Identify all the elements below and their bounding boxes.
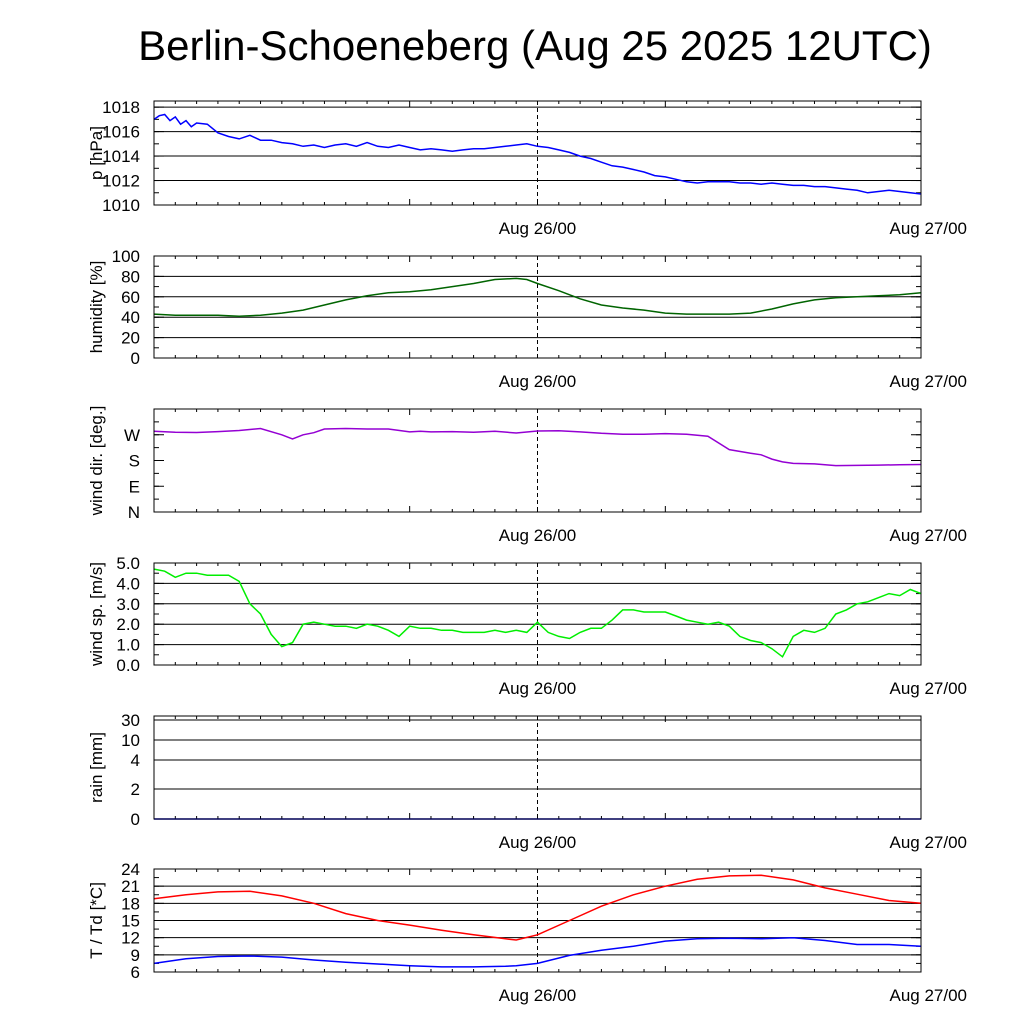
series-line [153,874,922,941]
y-tick-label: 21 [121,877,140,896]
y-tick-label: 30 [121,711,140,730]
x-tick-label: Aug 26/00 [499,219,577,238]
y-tick-label: 3.0 [116,595,140,614]
x-tick-label: Aug 27/00 [889,833,967,852]
y-tick-label: 24 [121,860,140,879]
y-tick-label: 1012 [102,172,140,191]
y-tick-label: 0 [131,349,140,368]
x-tick-label: Aug 27/00 [889,219,967,238]
y-tick-label: 80 [121,267,140,286]
plot-frame [153,408,922,513]
plot-frame [153,715,922,820]
y-tick-label: 4 [131,751,140,770]
y-axis-label: wind sp. [m/s] [87,562,106,667]
y-tick-label: 2 [131,780,140,799]
y-tick-label: 12 [121,929,140,948]
x-tick-label: Aug 26/00 [499,833,577,852]
plot-frame [153,100,922,206]
x-tick-label: Aug 27/00 [889,986,967,1005]
y-tick-label: 15 [121,912,140,931]
y-tick-label: 10 [121,731,140,750]
series-line [153,277,922,317]
y-tick-label: 100 [112,247,140,266]
y-axis-label: T / Td [*C] [87,882,106,959]
series-line [153,427,922,467]
y-axis-label: p [hPa] [87,126,106,180]
y-tick-label: 1.0 [116,636,140,655]
x-tick-label: Aug 27/00 [889,526,967,545]
y-tick-label: 1016 [102,123,140,142]
y-tick-label: 0.0 [116,656,140,675]
y-tick-label: 1010 [102,196,140,215]
y-tick-label: 6 [131,963,140,982]
y-tick-label: 5.0 [116,554,140,573]
y-tick-label: 60 [121,288,140,307]
chart-title: Berlin-Schoeneberg (Aug 25 2025 12UTC) [138,22,932,69]
y-tick-label: 4.0 [116,574,140,593]
series-line [153,113,922,195]
x-tick-label: Aug 26/00 [499,526,577,545]
y-tick-label: 20 [121,329,140,348]
y-tick-label: 1018 [102,98,140,117]
plot-frame [153,255,922,359]
y-tick-label: 40 [121,308,140,327]
y-axis-label: wind dir. [deg.] [87,406,106,517]
y-tick-label: E [129,477,140,496]
y-axis-label: humidity [%] [87,261,106,354]
x-tick-label: Aug 26/00 [499,679,577,698]
plot-frame [153,868,922,973]
y-tick-label: 2.0 [116,615,140,634]
y-tick-label: N [128,503,140,522]
y-tick-label: 9 [131,946,140,965]
x-tick-label: Aug 27/00 [889,679,967,698]
x-tick-label: Aug 27/00 [889,372,967,391]
y-tick-label: S [129,452,140,471]
y-tick-label: 1014 [102,147,140,166]
series-line [153,568,922,658]
plot-frame [153,562,922,666]
y-tick-label: 0 [131,810,140,829]
y-tick-label: 18 [121,894,140,913]
x-tick-label: Aug 26/00 [499,372,577,391]
y-axis-label: rain [mm] [87,732,106,803]
y-tick-label: W [124,426,140,445]
series-line [153,936,922,968]
x-tick-label: Aug 26/00 [499,986,577,1005]
